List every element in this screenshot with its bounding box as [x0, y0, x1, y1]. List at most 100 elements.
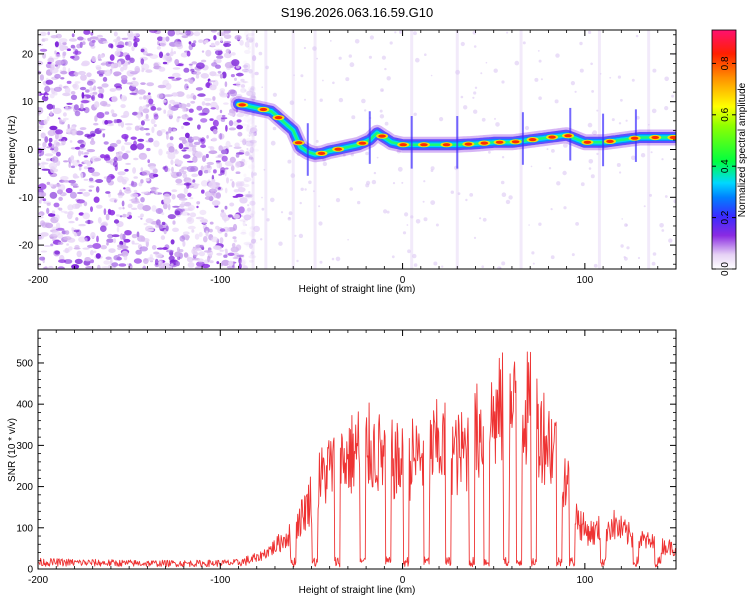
- noise-blob: [50, 148, 54, 151]
- noise-blob: [208, 150, 218, 155]
- noise-blob: [236, 119, 242, 123]
- ridge-peak: [274, 116, 283, 120]
- spectral-streak: [647, 30, 651, 269]
- noise-dot: [379, 114, 385, 119]
- noise-dot: [562, 170, 567, 176]
- noise-blob: [65, 105, 69, 109]
- noise-blob: [69, 140, 73, 143]
- noise-blob: [50, 35, 58, 39]
- noise-blob: [131, 70, 140, 73]
- noise-dot: [413, 31, 417, 36]
- noise-blob: [87, 219, 91, 225]
- noise-dot: [247, 204, 250, 207]
- noise-blob: [63, 259, 73, 264]
- noise-blob: [193, 252, 200, 256]
- noise-blob: [38, 162, 41, 166]
- noise-dot: [620, 244, 624, 248]
- noise-blob: [235, 72, 244, 77]
- noise-blob: [243, 214, 252, 221]
- noise-blob: [118, 194, 123, 199]
- noise-blob: [120, 75, 128, 80]
- noise-blob: [247, 118, 254, 125]
- noise-dot: [386, 210, 390, 214]
- noise-dot: [450, 190, 454, 194]
- colorbar-tick-label: 0.4: [720, 159, 731, 173]
- noise-blob: [99, 100, 108, 107]
- noise-blob: [200, 138, 205, 142]
- noise-blob: [150, 118, 156, 125]
- noise-blob: [143, 222, 148, 226]
- noise-dot: [369, 35, 374, 40]
- noise-blob: [88, 41, 95, 47]
- noise-blob: [193, 71, 202, 75]
- noise-blob: [147, 159, 150, 164]
- noise-dot: [591, 90, 594, 93]
- snr-axes: -200 -100 0 100 0 100 200 300 400 500: [16, 330, 677, 586]
- noise-blob: [201, 263, 211, 269]
- noise-blob: [55, 133, 59, 140]
- noise-blob: [206, 135, 209, 139]
- noise-blob: [93, 122, 99, 126]
- noise-blob: [223, 254, 228, 258]
- snr-ylabel: SNR (10 * v/v): [7, 418, 18, 482]
- noise-blob: [49, 67, 59, 74]
- noise-blob: [139, 96, 143, 100]
- noise-blob: [76, 199, 85, 204]
- noise-dot: [413, 112, 417, 117]
- noise-dot: [668, 238, 673, 243]
- noise-blob: [87, 244, 94, 248]
- noise-blob: [127, 203, 133, 209]
- noise-blob: [92, 243, 102, 249]
- noise-dot: [304, 98, 306, 101]
- noise-dot: [433, 261, 438, 266]
- noise-blob: [142, 265, 147, 269]
- noise-dot: [349, 187, 354, 191]
- noise-blob: [189, 197, 194, 200]
- noise-dot: [522, 41, 526, 45]
- noise-blob: [196, 62, 205, 69]
- noise-blob: [226, 92, 230, 99]
- noise-blob: [145, 69, 153, 73]
- noise-blob: [178, 143, 184, 150]
- noise-blob: [142, 258, 149, 264]
- noise-blob: [122, 213, 126, 218]
- noise-blob: [113, 71, 122, 76]
- noise-blob: [196, 205, 199, 209]
- noise-blob: [53, 91, 58, 96]
- noise-dot: [661, 158, 664, 161]
- noise-dot: [538, 59, 542, 63]
- noise-blob: [246, 123, 250, 127]
- noise-blob: [230, 165, 235, 172]
- noise-blob: [111, 234, 120, 238]
- noise-blob: [212, 128, 218, 135]
- noise-dot: [640, 153, 646, 158]
- noise-blob: [49, 111, 53, 116]
- noise-dot: [596, 152, 599, 156]
- noise-dot: [392, 182, 396, 185]
- noise-blob: [103, 260, 111, 265]
- noise-dot: [593, 263, 598, 268]
- noise-blob: [123, 110, 130, 118]
- noise-dot: [303, 46, 306, 50]
- ridge-peak: [669, 135, 676, 140]
- noise-blob: [79, 86, 87, 91]
- noise-blob: [49, 236, 54, 239]
- noise-blob: [78, 150, 82, 157]
- noise-blob: [58, 207, 63, 211]
- noise-dot: [611, 118, 615, 122]
- noise-blob: [64, 230, 70, 235]
- noise-blob: [82, 147, 86, 151]
- noise-dot: [465, 198, 468, 202]
- noise-blob: [158, 66, 166, 72]
- noise-blob: [217, 70, 222, 74]
- noise-blob: [60, 210, 68, 213]
- noise-blob: [38, 125, 44, 129]
- noise-blob: [254, 71, 259, 76]
- spectrogram-ylabel: Frequency (Hz): [7, 116, 18, 185]
- noise-blob: [198, 112, 207, 116]
- noise-dot: [473, 91, 477, 95]
- noise-dot: [575, 222, 579, 226]
- noise-blob: [50, 243, 54, 247]
- noise-blob: [174, 251, 182, 258]
- noise-dot: [413, 263, 418, 267]
